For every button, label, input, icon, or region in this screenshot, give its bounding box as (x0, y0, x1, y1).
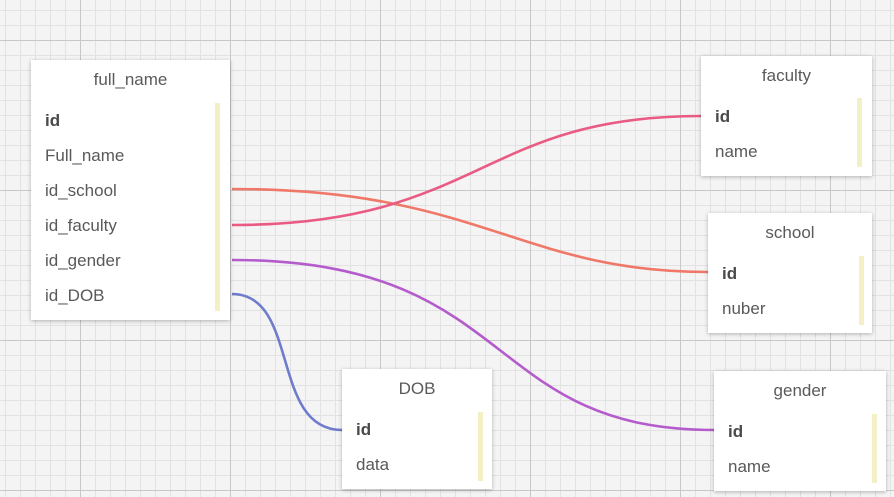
field-id-faculty[interactable]: id_faculty (45, 216, 117, 235)
table-title: faculty (761, 66, 812, 85)
relation-line-school[interactable] (231, 187, 709, 274)
table-dob[interactable]: DOB id data (342, 369, 492, 489)
field-data[interactable]: data (356, 455, 390, 474)
key-bar (857, 98, 862, 167)
field-full-name[interactable]: Full_name (45, 146, 125, 165)
key-bar (478, 412, 483, 481)
table-title: DOB (398, 379, 436, 398)
table-school[interactable]: school id nuber (708, 213, 872, 333)
field-id-school[interactable]: id_school (45, 181, 117, 200)
field-id-gender[interactable]: id_gender (45, 251, 121, 270)
field-id[interactable]: id (715, 107, 731, 126)
field-id[interactable]: id (45, 111, 61, 130)
table-title: school (765, 223, 815, 242)
key-bar (215, 103, 220, 311)
field-id[interactable]: id (356, 420, 372, 439)
field-id[interactable]: id (722, 264, 738, 283)
table-full-name[interactable]: full_name id Full_name id_school id_facu… (31, 60, 230, 320)
table-title: gender (773, 381, 827, 400)
relation-line-dob[interactable] (231, 292, 343, 432)
field-id[interactable]: id (728, 422, 744, 441)
key-bar (872, 414, 877, 483)
relation-line-gender[interactable] (231, 258, 715, 432)
field-nuber[interactable]: nuber (722, 299, 766, 318)
table-title: full_name (93, 70, 168, 89)
table-gender[interactable]: gender id name (714, 371, 886, 491)
relation-line-faculty[interactable] (231, 114, 702, 227)
table-faculty[interactable]: faculty id name (701, 56, 872, 176)
field-id-dob[interactable]: id_DOB (45, 286, 105, 305)
key-bar (859, 256, 864, 325)
field-name[interactable]: name (715, 142, 758, 161)
field-name[interactable]: name (728, 457, 771, 476)
